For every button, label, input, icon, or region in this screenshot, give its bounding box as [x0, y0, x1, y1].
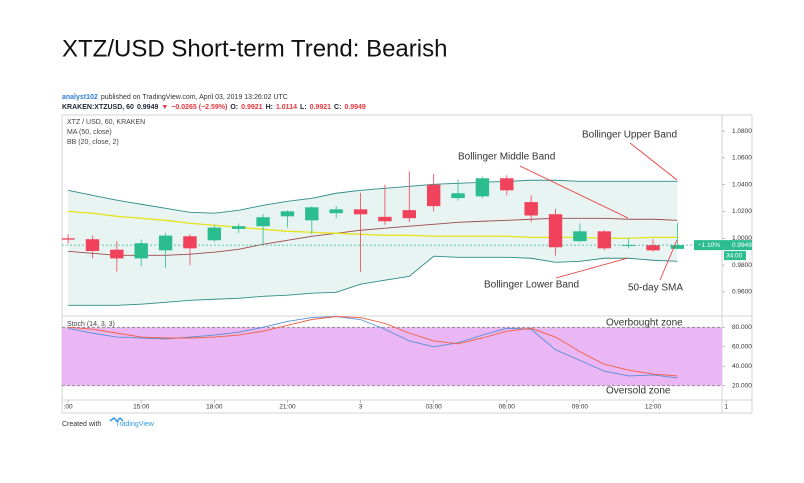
candle-body: [597, 231, 611, 249]
candle-body: [573, 231, 587, 242]
x-tick-label: 3: [359, 404, 363, 411]
symbol-part: 1.0114: [276, 104, 297, 111]
candle-body: [134, 243, 148, 259]
x-tick-label: 09:00: [572, 404, 589, 411]
candle-body: [256, 217, 270, 227]
x-tick-label: 18:00: [206, 404, 223, 411]
symbol-part: ▼: [161, 104, 168, 111]
candle-body: [329, 209, 343, 214]
stoch-pane: [62, 316, 722, 387]
candle-body: [500, 178, 514, 191]
pane-label: BB (20, close, 2): [67, 139, 119, 146]
pane-label: XTZ / USD, 60, KRAKEN: [67, 119, 145, 126]
x-tick-label: 06:00: [499, 404, 516, 411]
y-tick-label: 60.000: [732, 343, 752, 350]
symbol-part: L:: [300, 104, 307, 111]
last-price-box: [694, 240, 752, 251]
y-tick-label: 80.000: [732, 324, 752, 331]
candle-body: [426, 184, 441, 207]
line-series: [68, 316, 678, 379]
candle-body: [524, 202, 538, 216]
candle-body: [670, 245, 685, 249]
candle-body: [402, 210, 417, 219]
candle-body: [62, 238, 75, 240]
countdown-box: [724, 251, 746, 261]
y-tick-label: 1.0800: [732, 128, 752, 135]
zone-fill: [62, 327, 722, 386]
footer-text: Created with: [62, 421, 101, 428]
footer: Created with TradingView: [62, 421, 155, 428]
x-tick-label: 03:00: [426, 404, 443, 411]
symbol-part: −0.0265 (−2.59%): [171, 104, 227, 111]
annotation: Overbought zone: [606, 318, 683, 329]
y-tick-label: 0.9800: [732, 262, 752, 269]
candle-body: [110, 249, 124, 259]
y-tick-label: 1.0600: [732, 155, 752, 162]
y-tick-label: 20.000: [732, 382, 752, 389]
x-tick-label: 1: [724, 404, 728, 411]
annotation-line: [659, 239, 678, 281]
pane-label: Stoch (14, 3, 3): [67, 321, 115, 328]
symbol-part: 0.9949: [137, 104, 159, 111]
countdown: 34:00: [726, 252, 743, 259]
line-series: [68, 316, 678, 377]
symbol-part: 0.9949: [344, 104, 366, 111]
main-pane: [62, 171, 722, 306]
symbol-part: 0.9921: [310, 104, 332, 111]
y-tick-label: 40.000: [732, 363, 752, 370]
y-tick-label: 0.9600: [732, 289, 752, 296]
slide-title: XTZ/USD Short-term Trend: Bearish: [62, 35, 447, 62]
last-price-label: 0.9949: [732, 242, 752, 249]
pane-label: MA (50, close): [67, 129, 112, 136]
x-tick-label: 12:00: [645, 404, 662, 411]
symbol-part: C:: [334, 104, 341, 111]
line-series: [68, 217, 678, 256]
candle-body: [280, 211, 295, 217]
candle-body: [207, 227, 222, 241]
brand-icon: [109, 416, 124, 423]
line-series: [68, 255, 678, 306]
candle-body: [305, 207, 319, 221]
symbol-line: KRAKEN:XTZUSD, 60 0.9949 ▼ −0.0265 (−2.59%)…: [62, 104, 366, 111]
annotation-line: [555, 257, 629, 279]
symbol-part: H:: [266, 104, 273, 111]
candle-body: [158, 235, 173, 251]
annotation: Bollinger Upper Band: [582, 130, 677, 141]
candle-body: [183, 236, 197, 249]
candle-body: [646, 245, 660, 251]
candle-body: [621, 244, 636, 246]
annotations: Bollinger Upper Band Bollinger Middle Ba…: [458, 130, 683, 397]
candle-body: [475, 178, 490, 197]
annotation: Bollinger Middle Band: [458, 152, 555, 163]
annotation: Bollinger Lower Band: [484, 280, 579, 291]
candle-body: [548, 214, 563, 248]
publish-line: analyst102 published on TradingView.com, …: [62, 94, 288, 101]
annotation: 50-day SMA: [628, 283, 683, 294]
annotation-line: [629, 142, 678, 181]
y-tick-label: 1.0200: [732, 208, 752, 215]
y-tick-label: 1.0400: [732, 181, 752, 188]
candle-body: [231, 226, 246, 229]
x-tick-label: 21:00: [279, 404, 296, 411]
candle-body: [451, 193, 465, 199]
publisher: analyst102: [62, 94, 98, 101]
x-tick-label: 15:00: [133, 404, 150, 411]
footer-brand: TradingView: [115, 421, 154, 428]
chart-frame: [61, 114, 753, 414]
candle-body: [378, 216, 392, 222]
candle-body: [85, 239, 100, 252]
line-series: [68, 179, 678, 214]
published-text: published on TradingView.com, April 03, …: [101, 94, 288, 101]
annotation: Oversold zone: [606, 386, 671, 397]
y-tick-label: 1.0000: [732, 235, 752, 242]
x-tick-label: :00: [64, 404, 73, 411]
last-price-change: −1.10%: [698, 242, 720, 249]
candle-body: [353, 209, 368, 215]
annotation-line: [519, 165, 629, 219]
symbol-part: O:: [230, 104, 238, 111]
symbol-part: KRAKEN:XTZUSD, 60: [62, 104, 134, 111]
plot: 1.0800 1.0600 1.0400 1.0200 1.0000 0.9800 0.96…: [62, 128, 752, 411]
symbol-part: 0.9921: [241, 104, 263, 111]
